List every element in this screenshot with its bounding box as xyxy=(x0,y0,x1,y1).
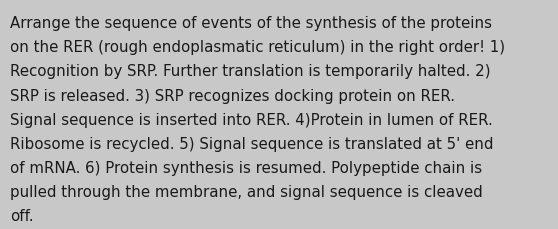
Text: pulled through the membrane, and signal sequence is cleaved: pulled through the membrane, and signal … xyxy=(10,184,483,199)
Text: Signal sequence is inserted into RER. 4)Protein in lumen of RER.: Signal sequence is inserted into RER. 4)… xyxy=(10,112,493,127)
Text: of mRNA. 6) Protein synthesis is resumed. Polypeptide chain is: of mRNA. 6) Protein synthesis is resumed… xyxy=(10,160,482,175)
Text: off.: off. xyxy=(10,208,33,223)
Text: Recognition by SRP. Further translation is temporarily halted. 2): Recognition by SRP. Further translation … xyxy=(10,64,490,79)
Text: Arrange the sequence of events of the synthesis of the proteins: Arrange the sequence of events of the sy… xyxy=(10,16,492,31)
Text: on the RER (rough endoplasmatic reticulum) in the right order! 1): on the RER (rough endoplasmatic reticulu… xyxy=(10,40,505,55)
Text: SRP is released. 3) SRP recognizes docking protein on RER.: SRP is released. 3) SRP recognizes docki… xyxy=(10,88,455,103)
Text: Ribosome is recycled. 5) Signal sequence is translated at 5' end: Ribosome is recycled. 5) Signal sequence… xyxy=(10,136,493,151)
